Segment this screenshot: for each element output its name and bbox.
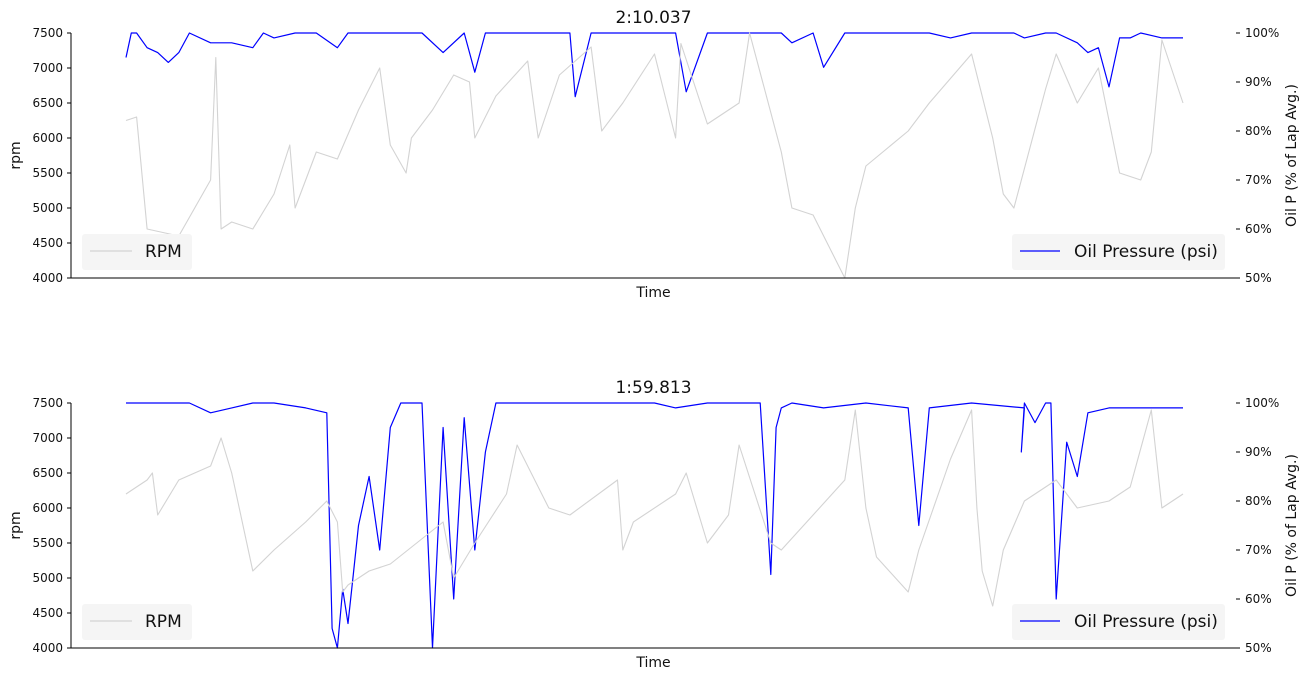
y2-tick-label: 100% bbox=[1245, 396, 1279, 410]
y-tick-label: 4500 bbox=[32, 606, 63, 620]
legend-label-rpm: RPM bbox=[145, 242, 182, 262]
x-axis-label: Time bbox=[635, 285, 670, 301]
chart-panel-top: 2:10.037 Time rpm Oil P (% of Lap Avg.) … bbox=[8, 8, 1300, 301]
y-tick-label: 7500 bbox=[32, 26, 63, 40]
legend-box-left bbox=[82, 604, 192, 640]
y2-tick-label: 60% bbox=[1245, 592, 1272, 606]
chart-panel-bottom: 1:59.813 Time rpm Oil P (% of Lap Avg.) … bbox=[8, 378, 1300, 671]
y-tick-label: 6000 bbox=[32, 131, 63, 145]
y2-tick-label: 100% bbox=[1245, 26, 1279, 40]
y-tick-label: 4000 bbox=[32, 271, 63, 285]
chart-title: 1:59.813 bbox=[615, 378, 691, 398]
series-line-rpm bbox=[125, 32, 1184, 279]
legend-box-right bbox=[1012, 604, 1225, 640]
y-axis-label: rpm bbox=[8, 511, 24, 539]
series-line-oil-pressure bbox=[126, 402, 1183, 649]
chart-title: 2:10.037 bbox=[615, 8, 691, 28]
series-line-rpm bbox=[125, 409, 1184, 607]
y2-axis-label: Oil P (% of Lap Avg.) bbox=[1284, 454, 1300, 597]
y-tick-label: 7500 bbox=[32, 396, 63, 410]
y2-tick-label: 70% bbox=[1245, 173, 1272, 187]
legend-box-left bbox=[82, 234, 192, 270]
y-tick-label: 6000 bbox=[32, 501, 63, 515]
legend-label-oil-pressure: Oil Pressure (psi) bbox=[1074, 242, 1218, 262]
y2-axis-label: Oil P (% of Lap Avg.) bbox=[1284, 84, 1300, 227]
legend-label-rpm: RPM bbox=[145, 612, 182, 632]
y-tick-label: 4000 bbox=[32, 641, 63, 655]
y2-tick-label: 90% bbox=[1245, 445, 1272, 459]
y-axis-label: rpm bbox=[8, 141, 24, 169]
y2-tick-label: 90% bbox=[1245, 75, 1272, 89]
y-tick-label: 6500 bbox=[32, 466, 63, 480]
y-tick-label: 5500 bbox=[32, 536, 63, 550]
y-tick-label: 7000 bbox=[32, 61, 63, 75]
y-tick-label: 4500 bbox=[32, 236, 63, 250]
y-tick-label: 5000 bbox=[32, 571, 63, 585]
y2-tick-label: 80% bbox=[1245, 494, 1272, 508]
y2-tick-label: 80% bbox=[1245, 124, 1272, 138]
y-tick-label: 5000 bbox=[32, 201, 63, 215]
y2-tick-label: 50% bbox=[1245, 271, 1272, 285]
x-axis-label: Time bbox=[635, 655, 670, 671]
y-tick-label: 7000 bbox=[32, 431, 63, 445]
y2-tick-label: 50% bbox=[1245, 641, 1272, 655]
y-tick-label: 6500 bbox=[32, 96, 63, 110]
series-line-oil-pressure bbox=[125, 32, 1183, 98]
legend-box-right bbox=[1012, 234, 1225, 270]
y-tick-label: 5500 bbox=[32, 166, 63, 180]
y2-tick-label: 60% bbox=[1245, 222, 1272, 236]
legend-label-oil-pressure: Oil Pressure (psi) bbox=[1074, 612, 1218, 632]
y2-tick-label: 70% bbox=[1245, 543, 1272, 557]
